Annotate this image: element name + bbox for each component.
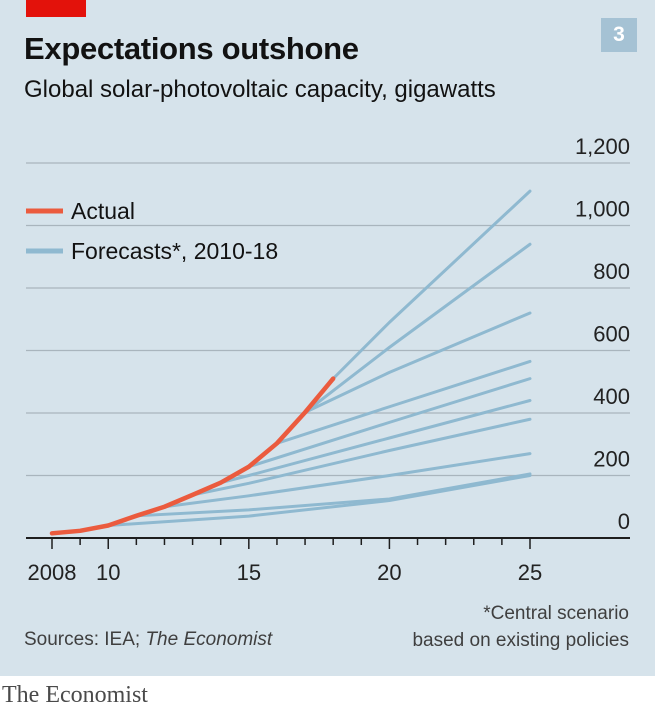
forecast-line xyxy=(134,472,532,518)
forecast-line xyxy=(247,377,532,469)
forecast-line xyxy=(219,399,532,485)
legend-label: Actual xyxy=(71,198,135,224)
forecast-line xyxy=(275,359,532,445)
x-tick-label: 2008 xyxy=(28,560,77,585)
y-tick-label: 200 xyxy=(593,447,630,472)
forecast-line xyxy=(106,474,532,527)
y-tick-label: 400 xyxy=(593,384,630,409)
sources-note: Sources: IEA; The Economist xyxy=(24,629,272,651)
x-axis: 2008 10 15 20 25 xyxy=(26,537,630,585)
forecast-line xyxy=(331,189,532,381)
forecast-series xyxy=(106,189,532,527)
chart-title: Expectations outshone xyxy=(24,31,359,66)
y-tick-label: 800 xyxy=(593,259,630,284)
y-axis-tick-labels: 0 200 400 600 800 1,000 1,200 xyxy=(575,134,630,534)
actual-line xyxy=(49,376,336,536)
y-tick-label: 0 xyxy=(618,509,630,534)
forecast-line xyxy=(162,452,532,509)
forecast-line xyxy=(191,417,532,497)
line-chart: 0 200 400 600 800 1,000 1,200 2008 10 15 20 25 Act… xyxy=(26,134,630,585)
x-tick-label: 15 xyxy=(237,560,261,585)
chart-subtitle: Global solar-photovoltaic capacity, giga… xyxy=(24,76,496,103)
actual-series xyxy=(49,376,336,536)
economist-brand: The Economist xyxy=(2,682,148,708)
legend: Actual Forecasts*, 2010-18 xyxy=(26,198,278,264)
x-tick-label: 10 xyxy=(96,560,120,585)
sources-italic: The Economist xyxy=(145,629,273,650)
x-tick-label: 20 xyxy=(377,560,401,585)
forecast-line xyxy=(303,311,532,414)
gridlines xyxy=(26,162,630,477)
legend-label: Forecasts*, 2010-18 xyxy=(71,238,278,264)
sources-prefix: Sources: IEA; xyxy=(24,629,146,650)
chart-card: 3 Expectations outshone Global solar-pho… xyxy=(0,0,655,676)
footnote: *Central scenario based on existing poli… xyxy=(412,600,629,654)
forecast-line xyxy=(303,242,532,414)
chart-number-badge: 3 xyxy=(601,18,637,52)
footnote-line-1: *Central scenario xyxy=(483,603,629,624)
x-tick-label: 25 xyxy=(518,560,542,585)
y-tick-label: 600 xyxy=(593,322,630,347)
brand-red-tag xyxy=(26,0,86,17)
footnote-line-2: based on existing policies xyxy=(412,630,629,651)
y-tick-label: 1,200 xyxy=(575,134,630,159)
y-tick-label: 1,000 xyxy=(575,197,630,222)
